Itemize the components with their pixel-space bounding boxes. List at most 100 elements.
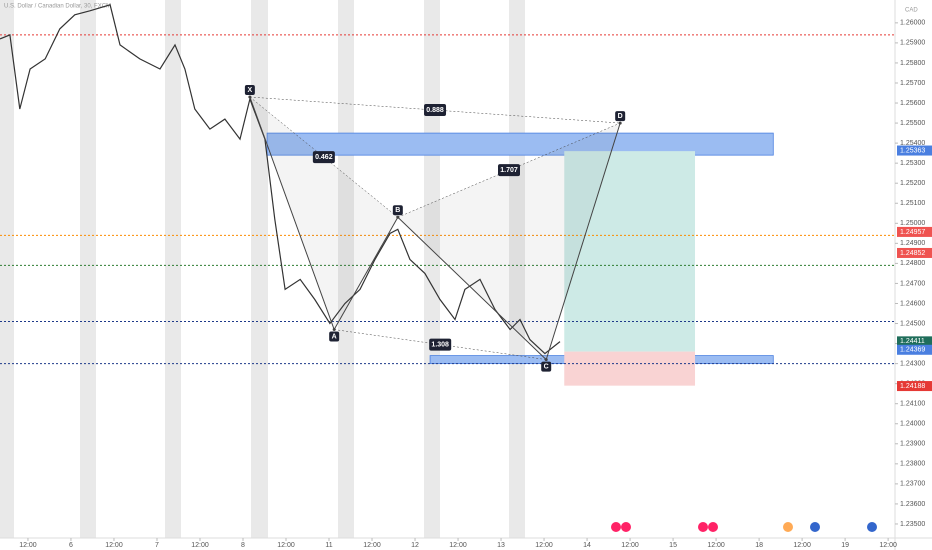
- pattern-leg: [249, 96, 335, 330]
- pattern-point: [618, 121, 622, 125]
- pattern-fill: [249, 97, 398, 330]
- x-tick-label: 14: [583, 542, 591, 549]
- chart-header: U.S. Dollar / Canadian Dollar, 30, FXCM: [4, 4, 111, 10]
- ratio-label: 1.308: [431, 341, 449, 348]
- ratio-box: [312, 151, 335, 164]
- zone: [266, 132, 774, 156]
- y-tick-label: 1.25100: [900, 200, 925, 207]
- session-band: [424, 0, 440, 538]
- y-tick-label: 1.25000: [900, 220, 925, 227]
- y-tick-label: 1.26000: [900, 20, 925, 27]
- event-icon: [867, 522, 877, 532]
- zone: [564, 151, 696, 352]
- y-tick-label: 1.25900: [900, 40, 925, 47]
- event-icon: [621, 522, 631, 532]
- ratio-label: 1.707: [500, 167, 518, 174]
- x-tick-label: 11: [325, 542, 332, 549]
- y-tick-label: 1.24000: [900, 421, 925, 428]
- price-line: [0, 4, 561, 355]
- point-label: B: [395, 207, 400, 214]
- x-tick-label: 12:00: [363, 542, 381, 549]
- ratio-label: 0.888: [426, 107, 444, 114]
- price-tag-label: 1.24411: [900, 338, 925, 345]
- pattern-leg: [397, 216, 547, 360]
- session-band: [251, 0, 268, 538]
- pattern-leg: [545, 122, 621, 360]
- x-tick-label: 15: [669, 542, 677, 549]
- x-tick-label: 19: [841, 542, 849, 549]
- event-icon: [810, 522, 820, 532]
- ratio-box: [429, 338, 452, 351]
- price-tag-label: 1.24957: [900, 229, 925, 236]
- point-label: C: [544, 363, 549, 370]
- y-tick-label: 1.24600: [900, 300, 925, 307]
- event-icon: [783, 522, 793, 532]
- point-label: A: [332, 333, 337, 340]
- price-tag: [897, 344, 932, 355]
- price-tag-label: 1.24852: [900, 250, 925, 257]
- x-tick-label: 12:00: [19, 542, 37, 549]
- y-tick-label: 1.25700: [900, 80, 925, 87]
- x-tick-label: 12:00: [105, 542, 123, 549]
- x-tick-label: 8: [241, 542, 245, 549]
- price-tag-label: 1.24369: [900, 347, 925, 354]
- y-tick-label: 1.24100: [900, 401, 925, 408]
- y-tick-label: 1.24300: [900, 360, 925, 367]
- point-box: [392, 205, 403, 216]
- y-tick-label: 1.23500: [900, 521, 925, 528]
- x-tick-label: 12: [411, 542, 419, 549]
- y-tick-label: 1.25600: [900, 100, 925, 107]
- y-tick-label: 1.24700: [900, 280, 925, 287]
- price-tag-label: 1.25363: [900, 147, 925, 154]
- x-tick-label: 13: [497, 542, 505, 549]
- pattern-point: [332, 328, 336, 332]
- y-tick-label: 1.23700: [900, 481, 925, 488]
- x-tick-label: 12:00: [707, 542, 725, 549]
- session-bands: [0, 0, 525, 538]
- x-tick-label: 18: [755, 542, 763, 549]
- y-tick-label: 1.23600: [900, 501, 925, 508]
- y-tick-label: 1.24800: [900, 260, 925, 267]
- session-band: [0, 0, 14, 538]
- price-tag: [897, 247, 932, 258]
- session-band: [80, 0, 96, 538]
- x-tick-label: 12:00: [449, 542, 467, 549]
- y-tick-label: 1.25300: [900, 160, 925, 167]
- ratio-label: 0.462: [315, 154, 333, 161]
- y-tick-label: 1.25800: [900, 60, 925, 67]
- zone: [564, 351, 696, 386]
- event-icon: [698, 522, 708, 532]
- pattern-point: [396, 215, 400, 219]
- y-tick-label: 1.25400: [900, 140, 925, 147]
- x-tick-label: 12:00: [535, 542, 553, 549]
- point-label: D: [618, 113, 623, 120]
- session-band: [165, 0, 181, 538]
- event-icon: [708, 522, 718, 532]
- x-tick-label: 6: [69, 542, 73, 549]
- y-tick-label: 1.25500: [900, 120, 925, 127]
- point-box: [244, 85, 255, 96]
- ratio-box: [424, 104, 447, 117]
- currency-label: CAD: [905, 8, 918, 14]
- point-label: X: [248, 87, 253, 94]
- pattern-leg: [333, 217, 399, 330]
- price-tag: [897, 226, 932, 237]
- y-tick-label: 1.24900: [900, 240, 925, 247]
- y-tick-label: 1.24500: [900, 320, 925, 327]
- event-icons: [611, 522, 877, 532]
- y-tick-label: 1.23800: [900, 461, 925, 468]
- ratio-box: [498, 164, 521, 177]
- pattern-point: [248, 95, 252, 99]
- price-tag: [897, 381, 932, 392]
- point-box: [615, 111, 626, 122]
- price-tag-label: 1.24188: [900, 383, 925, 390]
- x-tick-label: 12:00: [621, 542, 639, 549]
- point-box: [541, 361, 552, 372]
- x-tick-label: 12:00: [793, 542, 811, 549]
- point-box: [329, 331, 340, 342]
- price-tag: [897, 145, 932, 156]
- event-icon: [611, 522, 621, 532]
- x-tick-label: 7: [155, 542, 159, 549]
